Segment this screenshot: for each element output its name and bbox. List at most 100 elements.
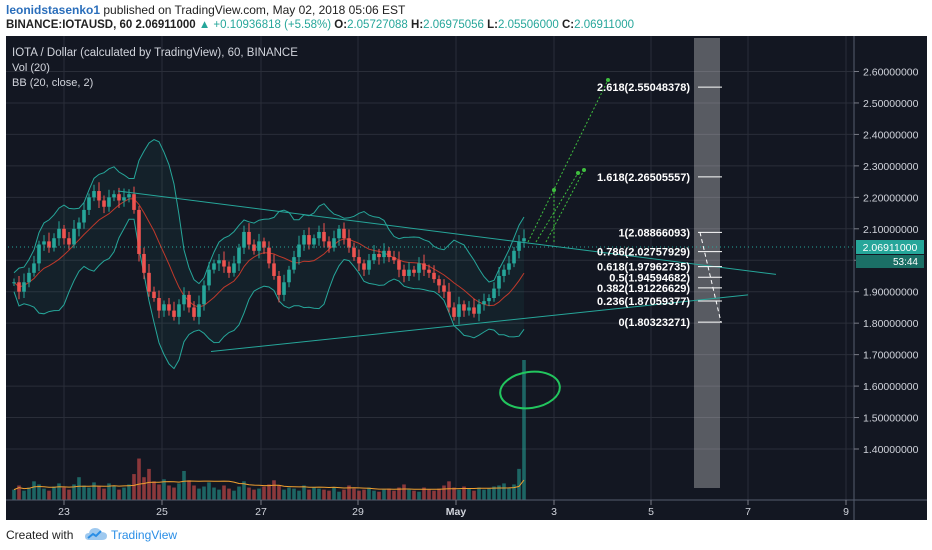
volume-bar	[37, 484, 41, 500]
volume-bar	[227, 488, 231, 500]
candle-body	[202, 285, 206, 305]
candle-body	[477, 304, 481, 314]
tradingview-link[interactable]: TradingView	[111, 528, 178, 542]
time-tick-label: 3	[551, 506, 557, 518]
tradingview-cloud-icon[interactable]	[84, 526, 108, 542]
volume-bar	[117, 489, 121, 500]
candle-body	[102, 200, 106, 207]
volume-bar	[202, 486, 206, 500]
fib-label: 0.382(1.91226629)	[597, 283, 690, 295]
candle-body	[122, 197, 126, 201]
price-tick-label: 1.40000000	[863, 444, 919, 456]
candle-body	[37, 244, 41, 264]
candle-body	[107, 197, 111, 207]
candle-body	[487, 298, 491, 302]
volume-bar	[187, 480, 191, 500]
volume-bar	[12, 489, 16, 500]
candle-body	[147, 272, 151, 292]
volume-bar	[107, 483, 111, 500]
fib-label: 0.236(1.87059377)	[597, 296, 690, 308]
last-price: 2.06911000	[135, 19, 196, 31]
volume-bar	[172, 487, 176, 500]
lower-trendline	[210, 294, 749, 352]
candle-body	[387, 250, 391, 258]
volume-bar	[522, 360, 526, 500]
volume-bar	[222, 485, 226, 500]
candle-body	[372, 253, 376, 261]
change-value: ▲ +0.10936818 (+5.58%)	[198, 19, 332, 31]
volume-bar	[372, 490, 376, 500]
price-tick-label: 2.60000000	[863, 67, 919, 79]
candle-body	[197, 304, 201, 317]
author-link[interactable]: leonidstasenko1	[6, 3, 101, 17]
volume-bar	[112, 485, 116, 500]
volume-bar	[442, 485, 446, 500]
volume-bar	[212, 487, 216, 500]
volume-bar	[142, 477, 146, 500]
legend-bb: BB (20, close, 2)	[12, 77, 93, 89]
candle-body	[497, 275, 501, 289]
candle-body	[257, 241, 261, 251]
volume-bar	[62, 487, 66, 500]
volume-bar	[122, 487, 126, 500]
open-value: 2.05727088	[347, 19, 408, 31]
volume-bar	[257, 488, 261, 500]
candle-body	[252, 244, 256, 251]
volume-bar	[167, 485, 171, 500]
header: leonidstasenko1 published on TradingView…	[0, 0, 932, 36]
candle-body	[482, 301, 486, 305]
high-label: H:	[411, 19, 424, 31]
candle-body	[437, 279, 441, 286]
grid	[6, 36, 854, 500]
volume-bar	[407, 489, 411, 500]
candle-body	[32, 263, 36, 273]
candle-body	[502, 269, 506, 276]
price-tag-countdown: 53:44	[893, 257, 918, 268]
volume-bar	[42, 488, 46, 500]
volume-bar	[437, 488, 441, 500]
volume-bar	[102, 488, 106, 500]
volume-bar	[427, 489, 431, 500]
candle-body	[342, 228, 346, 239]
candle-body	[152, 291, 156, 298]
publish-line: leonidstasenko1 published on TradingView…	[6, 3, 405, 17]
fib-label: 2.618(2.55048378)	[597, 82, 690, 94]
volume-bar	[242, 481, 246, 500]
candle-body	[367, 260, 371, 270]
volume-bar	[47, 490, 51, 500]
volume-bar	[267, 484, 271, 500]
candle-body	[142, 253, 146, 273]
candle-body	[517, 241, 521, 251]
volume-bar	[327, 490, 331, 500]
candle-body	[382, 250, 386, 258]
volume-bar	[287, 487, 291, 500]
time-axis: 23 25 27 29 May 3 5 7 9	[58, 500, 849, 518]
volume-bar	[67, 489, 71, 500]
volume-bar	[477, 487, 481, 500]
fib-extension: 0(1.80323271) 0.236(1.87059377)0.382(1.91…	[597, 82, 722, 329]
price-tick-label: 2.40000000	[863, 129, 919, 141]
volume-bar	[432, 490, 436, 500]
volume-bar	[422, 487, 426, 500]
price-chart[interactable]: 0(1.80323271) 0.236(1.87059377)0.382(1.91…	[6, 36, 927, 520]
projection-arrows	[527, 78, 610, 243]
candle-body	[262, 241, 266, 248]
candle-body	[137, 209, 141, 254]
candle-body	[12, 282, 16, 284]
candle-body	[472, 307, 476, 314]
candle-body	[217, 260, 221, 264]
volume-bar	[467, 488, 471, 500]
volume-bar	[157, 484, 161, 500]
chart-area[interactable]: 0(1.80323271) 0.236(1.87059377) 0.382(1.91…	[6, 36, 927, 520]
bb-lower	[13, 218, 525, 370]
price-tick-label: 1.70000000	[863, 350, 919, 362]
candle-body	[467, 307, 471, 311]
price-tag: 2.06911000 53:44	[856, 240, 924, 268]
volume-bar	[247, 487, 251, 500]
time-tick-label: 27	[255, 506, 267, 518]
candle-body	[407, 269, 411, 276]
volume-bar	[487, 488, 491, 500]
candle-body	[442, 285, 446, 292]
upper-trendline	[117, 190, 777, 275]
price-tick-label: 2.30000000	[863, 161, 919, 173]
